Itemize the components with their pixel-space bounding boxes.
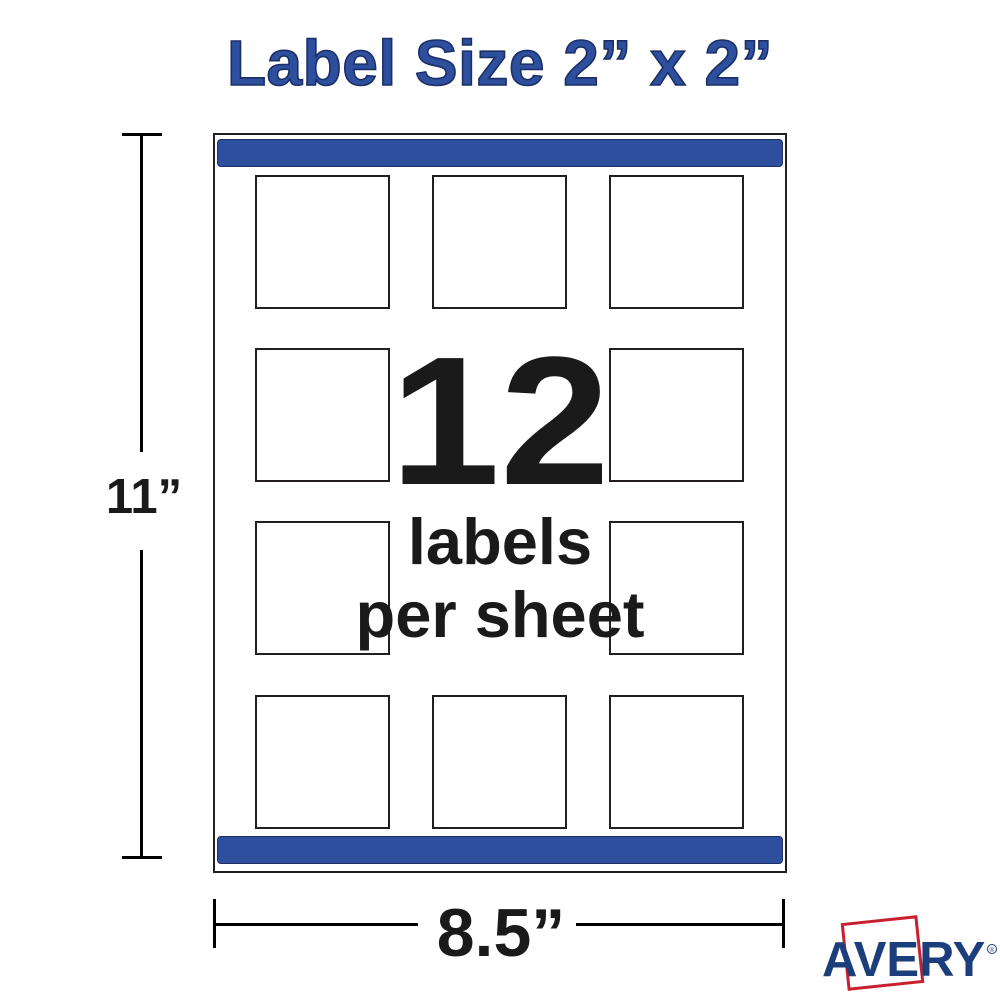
svg-text:AVERY: AVERY bbox=[822, 933, 985, 987]
svg-text:®: ® bbox=[990, 946, 995, 954]
